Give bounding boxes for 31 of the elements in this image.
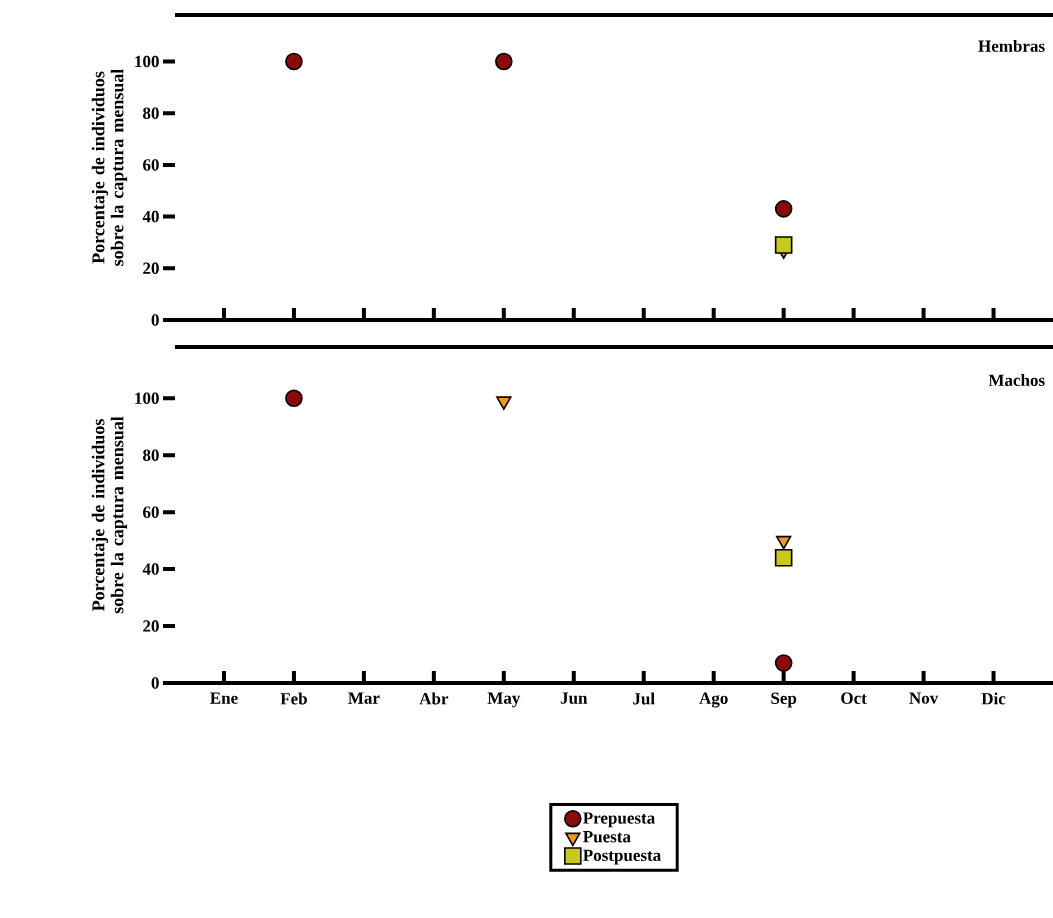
x-tick-label: Jul bbox=[633, 692, 655, 705]
x-tick-label: Ene bbox=[210, 692, 238, 704]
x-tick-label: Mar bbox=[348, 692, 380, 704]
y-tick-label: 0 bbox=[151, 314, 159, 326]
x-tick-label: May bbox=[487, 692, 521, 708]
x-tick-label: Nov bbox=[909, 692, 939, 704]
x-tick-label: Jun bbox=[560, 692, 588, 704]
x-tick-label: Abr bbox=[419, 692, 449, 705]
y-tick-label: 100 bbox=[135, 55, 159, 68]
legend-label: Puesta bbox=[583, 831, 631, 843]
legend-label: Prepuesta bbox=[583, 812, 655, 828]
y-tick-label: 20 bbox=[143, 620, 159, 632]
x-tick-label: Oct bbox=[841, 692, 867, 704]
y-tick-label: 60 bbox=[143, 159, 159, 171]
y-tick-label: 20 bbox=[143, 262, 159, 275]
legend-label: Postpuesta bbox=[583, 849, 661, 865]
y-tick-label: 80 bbox=[143, 107, 159, 119]
y-tick-label: 40 bbox=[142, 563, 159, 575]
y-axis-title: Porcentaje de individuos sobre la captura mensual bbox=[91, 68, 128, 266]
y-tick-label: 0 bbox=[151, 677, 159, 689]
annotation: Hembras bbox=[978, 39, 1045, 52]
x-tick-label: Feb bbox=[280, 692, 307, 705]
x-tick-label: Ago bbox=[699, 692, 728, 708]
x-tick-label: Sep bbox=[771, 692, 797, 708]
y-tick-label: 60 bbox=[143, 506, 159, 518]
y-tick-label: 80 bbox=[143, 449, 159, 461]
y-tick-label: 100 bbox=[135, 392, 159, 404]
x-tick-label: Dic bbox=[981, 692, 1006, 705]
y-tick-label: 40 bbox=[142, 210, 159, 223]
y-axis-title: Porcentaje de individuos sobre la captura mensual bbox=[91, 416, 128, 614]
annotation: Machos bbox=[988, 374, 1045, 387]
